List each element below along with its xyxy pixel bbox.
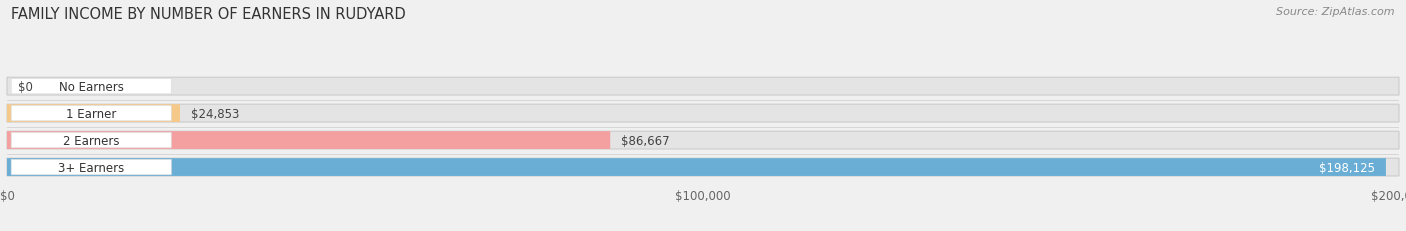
- FancyBboxPatch shape: [11, 79, 172, 94]
- Text: 2 Earners: 2 Earners: [63, 134, 120, 147]
- Text: FAMILY INCOME BY NUMBER OF EARNERS IN RUDYARD: FAMILY INCOME BY NUMBER OF EARNERS IN RU…: [11, 7, 406, 22]
- Text: $24,853: $24,853: [191, 107, 239, 120]
- FancyBboxPatch shape: [7, 78, 1399, 96]
- FancyBboxPatch shape: [11, 106, 172, 121]
- Text: $86,667: $86,667: [621, 134, 671, 147]
- FancyBboxPatch shape: [7, 132, 1399, 149]
- FancyBboxPatch shape: [7, 132, 610, 149]
- FancyBboxPatch shape: [7, 158, 1399, 176]
- FancyBboxPatch shape: [7, 105, 1399, 122]
- FancyBboxPatch shape: [7, 158, 1386, 176]
- FancyBboxPatch shape: [7, 105, 180, 122]
- Text: $198,125: $198,125: [1319, 161, 1375, 174]
- Text: 3+ Earners: 3+ Earners: [58, 161, 124, 174]
- FancyBboxPatch shape: [11, 160, 172, 175]
- Text: No Earners: No Earners: [59, 80, 124, 93]
- Text: Source: ZipAtlas.com: Source: ZipAtlas.com: [1277, 7, 1395, 17]
- Text: $0: $0: [18, 80, 32, 93]
- Text: 1 Earner: 1 Earner: [66, 107, 117, 120]
- FancyBboxPatch shape: [11, 133, 172, 148]
